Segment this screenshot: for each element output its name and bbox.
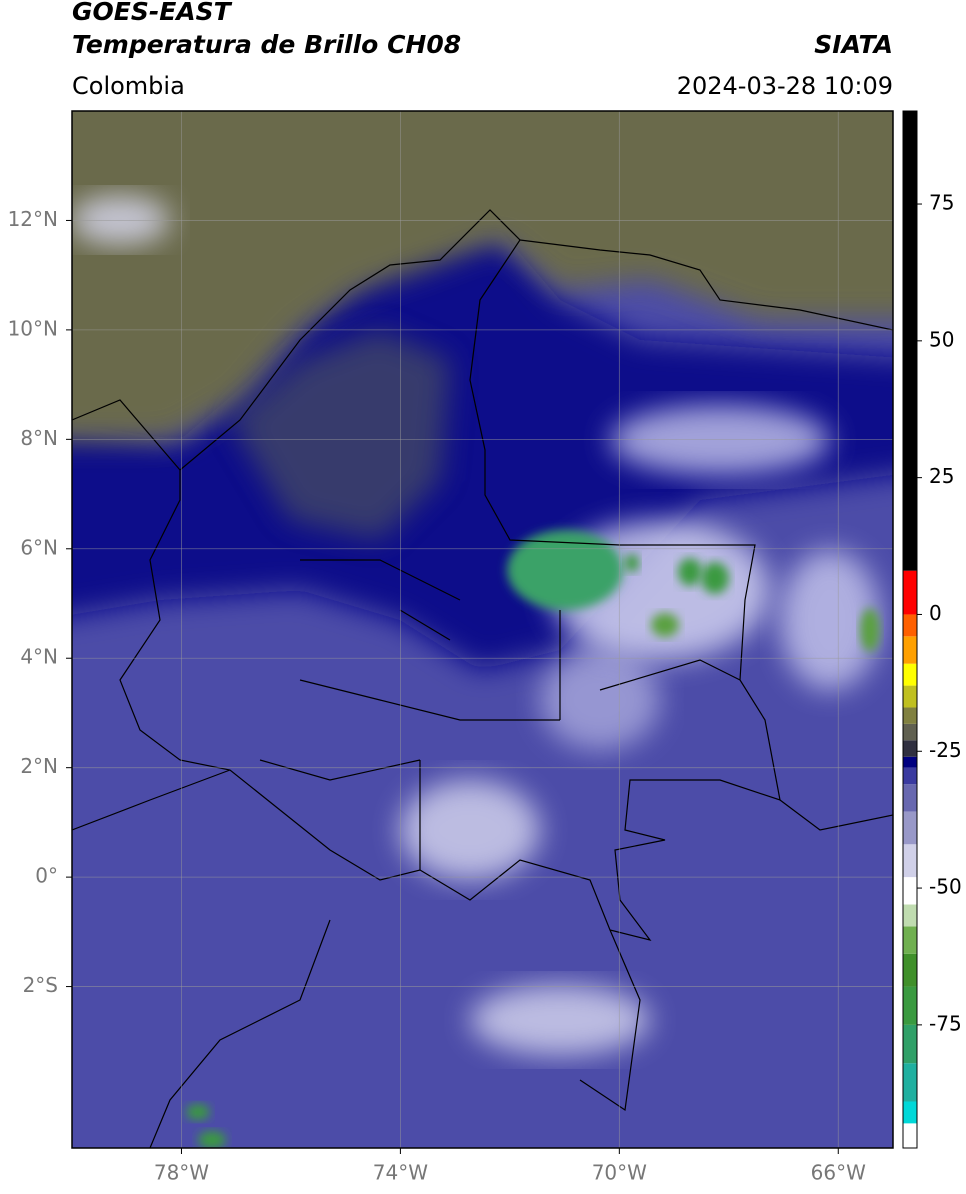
colorbar [903,111,917,1148]
cold-top [198,1131,226,1148]
y-tick-label: 8°N [20,426,58,450]
colorbar-segment [903,570,917,615]
grid [72,111,893,1148]
y-tick-label: 0° [35,864,58,888]
y-tick-label: 10°N [8,316,58,340]
cold-top [701,562,729,594]
colorbar-segment [903,663,917,686]
colorbar-tick-label: -75 [929,1011,962,1035]
y-tick-label: 2°N [20,754,58,778]
cold-top [507,530,623,610]
x-tick-label: 70°W [592,1161,647,1185]
colorbar-segment [903,756,917,768]
colorbar-tick-label: -25 [929,738,962,762]
y-tick-label: 6°N [20,535,58,559]
cold-top [651,613,679,637]
timestamp: 2024-03-28 10:09 [677,72,893,100]
cold-top [860,608,880,652]
colorbar-tick-label: 0 [929,601,942,625]
cold-top [186,1104,210,1120]
country-border [119,209,781,941]
cold-band [72,230,893,670]
colorbar-segment [903,740,917,757]
cold-top [625,554,639,572]
satellite: GOES-EAST [72,0,233,26]
colorbar-segment [903,685,917,708]
cloud [540,650,660,750]
cloud [400,780,540,880]
colorbar-segment [903,636,917,664]
colorbar-segment [903,844,917,878]
dept-border [259,559,741,870]
colorbar-segment [903,723,917,741]
map-frame [71,110,894,1149]
colorbar-segment [903,953,917,987]
cold-top [678,558,702,586]
colorbar-segment [903,784,917,812]
product: Temperatura de Brillo CH08 [72,30,461,59]
y-tick-label: 2°S [23,973,58,997]
colorbar-segment [903,707,917,724]
cloud [72,195,170,245]
cloud [610,405,830,475]
x-tick-label: 66°W [811,1161,866,1185]
colorbar-segment [903,1123,917,1148]
colorbar-segment [903,1101,917,1124]
x-tick-label: 78°W [154,1161,209,1185]
region: Colombia [72,72,185,100]
colorbar-segment [903,1063,917,1102]
warm-area [72,111,893,440]
coastline [72,239,893,1148]
source: SIATA [814,30,893,59]
colorbar-segment [903,811,917,845]
y-tick-label: 4°N [20,645,58,669]
colorbar-segment [903,111,917,571]
colorbar-segment [903,904,917,927]
y-tick-label: 12°N [8,207,58,231]
colorbar-segment [903,926,917,954]
colorbar-tick-label: 25 [929,464,954,488]
colorbar-segment [903,986,917,1025]
x-tick-label: 74°W [373,1161,428,1185]
colorbar-segment [903,877,917,905]
colorbar-tick-label: -50 [929,875,962,899]
colorbar-tick-label: 75 [929,191,954,215]
colorbar-tick-label: 50 [929,327,954,351]
map-imagery [72,111,893,1148]
colorbar-segment [903,614,917,637]
colorbar-segment [903,767,917,785]
cloud [780,550,880,690]
mid-area [230,330,450,540]
cloud [470,985,650,1055]
colorbar-frame [902,110,918,1149]
colorbar-segment [903,1024,917,1064]
